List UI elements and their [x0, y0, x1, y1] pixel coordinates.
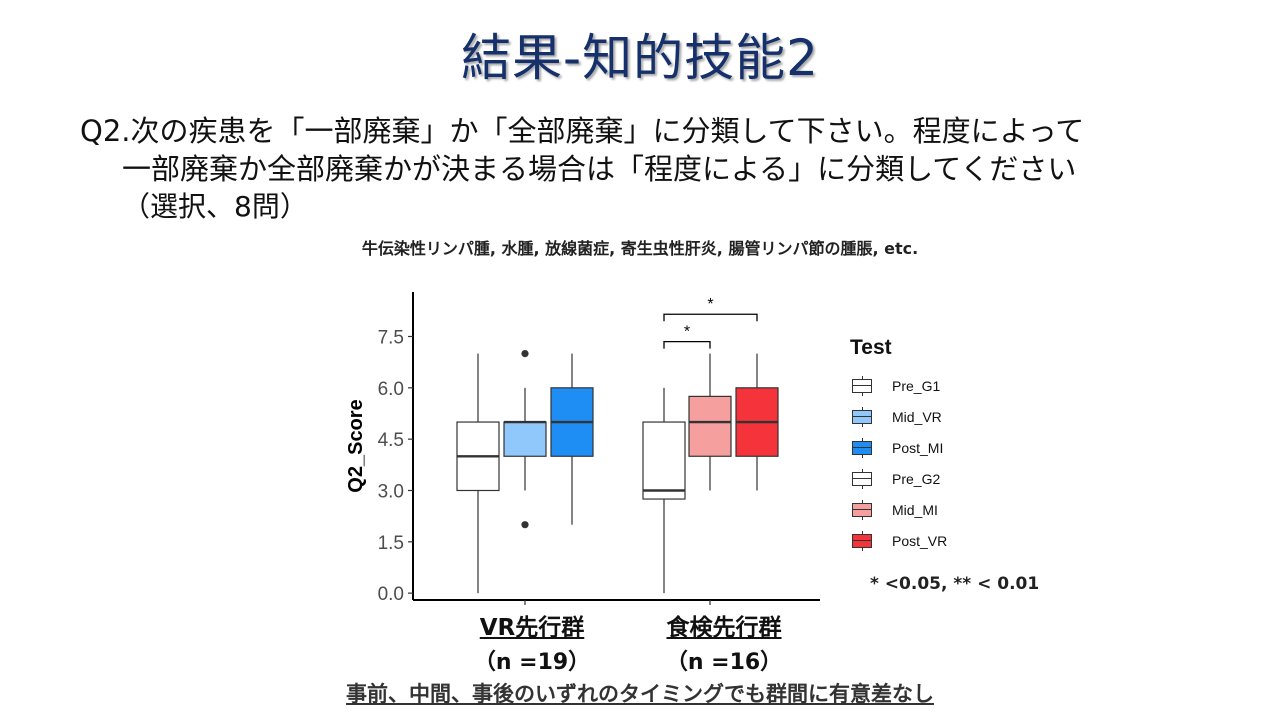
legend-item: Mid_VR: [850, 401, 947, 432]
box-mid-vr-outlier: [521, 350, 529, 358]
significance-note: * <0.05, ** < 0.01: [870, 574, 1040, 594]
y-tick-label: 0.0: [378, 584, 404, 605]
box-plot-chart: 0.0 1.5 3.0 4.5 6.0 7.5 Q2_Score * *: [345, 292, 820, 605]
y-tick-label: 6.0: [378, 379, 404, 400]
significance-bracket: [663, 313, 758, 322]
footer-note: 事前、中間、事後のいずれのタイミングでも群間に有意差なし: [346, 682, 934, 706]
group-name-inspection: 食検先行群: [666, 615, 782, 641]
y-tick-label: 4.5: [378, 430, 404, 451]
legend-label: Pre_G1: [892, 377, 941, 394]
y-tick-label: 1.5: [378, 533, 404, 554]
legend-key: [850, 406, 874, 427]
legend-label: Pre_G2: [892, 470, 941, 487]
box-mid-mi: [688, 395, 732, 457]
significance-label: *: [707, 296, 713, 313]
legend-label: Mid_MI: [892, 501, 938, 518]
legend-key: [850, 530, 874, 551]
legend-label: Mid_VR: [892, 408, 942, 425]
question-line-3: （選択、8問）: [122, 190, 308, 223]
legend-item: Pre_G2: [850, 463, 947, 494]
legend-items: Pre_G1 Mid_VR Post_MI Pre_G2 Mid_MI Post_VR: [850, 370, 947, 556]
legend-key: [850, 499, 874, 520]
group-label-inspection: 食検先行群 （n =16）: [624, 608, 824, 676]
y-tick-label: 3.0: [378, 481, 404, 502]
group-n-inspection: （n =16）: [665, 650, 783, 675]
legend-key: [850, 375, 874, 396]
chart-legend: Test Pre_G1 Mid_VR Post_MI Pre_G2 Mid_MI Post…: [850, 336, 947, 556]
y-tick-label: 7.5: [378, 327, 404, 348]
significance-bracket: [663, 340, 711, 349]
legend-item: Post_VR: [850, 525, 947, 556]
legend-item: Pre_G1: [850, 370, 947, 401]
box-mid-vr: [503, 421, 547, 457]
legend-key: [850, 468, 874, 489]
legend-key: [850, 437, 874, 458]
legend-item: Mid_MI: [850, 494, 947, 525]
box-mid-vr-outlier: [521, 521, 529, 529]
question-line-2: 一部廃棄か全部廃棄かが決まる場合は「程度による」に分類してください: [122, 152, 1077, 186]
question-line-1: Q2.次の疾患を「一部廃棄」か「全部廃棄」に分類して下さい。程度によって: [80, 114, 1085, 148]
legend-title: Test: [850, 336, 892, 359]
significance-label: *: [684, 324, 690, 341]
legend-item: Post_MI: [850, 432, 947, 463]
group-n-vr: （n =19）: [473, 650, 591, 675]
legend-label: Post_VR: [892, 532, 948, 549]
group-name-vr: VR先行群: [479, 615, 585, 641]
y-axis-label: Q2_Score: [345, 399, 367, 492]
legend-label: Post_MI: [892, 439, 944, 456]
disease-examples: 牛伝染性リンパ腫, 水腫, 放線菌症, 寄生虫性肝炎, 腸管リンパ節の腫脹, e…: [361, 239, 919, 258]
slide-title: 結果-知的技能2: [461, 29, 819, 87]
question-text: Q2.次の疾患を「一部廃棄」か「全部廃棄」に分類して下さい。程度によって 一部廃…: [80, 112, 1220, 226]
box-pre-g2: [642, 421, 686, 500]
group-label-vr: VR先行群 （n =19）: [432, 608, 632, 676]
